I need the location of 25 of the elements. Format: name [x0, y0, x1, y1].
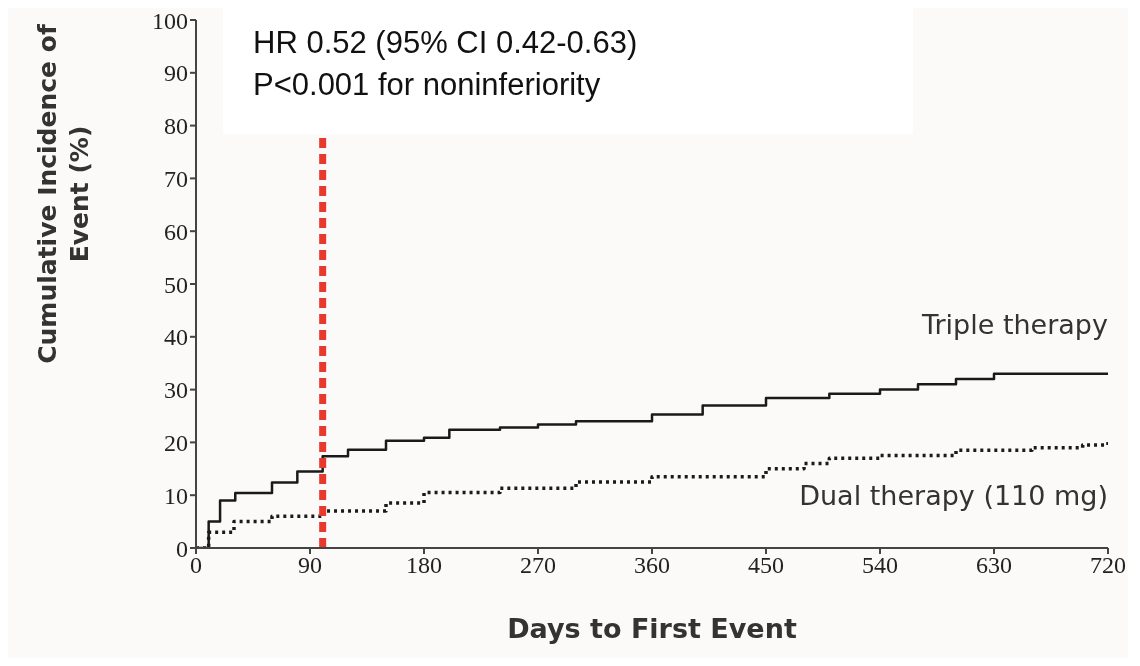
- y-tick-label: 90: [164, 60, 188, 87]
- y-tick-label: 10: [164, 482, 188, 509]
- y-tick-label: 50: [164, 271, 188, 298]
- annotation: P<0.001 for noninferiority: [253, 66, 602, 104]
- x-tick-label: 180: [406, 552, 442, 579]
- series-label: Dual therapy (110 mg): [799, 479, 1108, 511]
- x-tick-label: 630: [976, 552, 1012, 579]
- x-tick-label: 450: [748, 552, 784, 579]
- series-label: Triple therapy: [920, 308, 1109, 340]
- y-tick-label: 20: [164, 429, 188, 456]
- y-axis-title: Cumulative Incidence of Event (%): [33, 23, 94, 364]
- y-tick-label: 70: [164, 165, 188, 192]
- y-tick-label: 60: [164, 218, 188, 245]
- y-tick-label: 30: [164, 377, 188, 404]
- x-tick-label: 90: [298, 552, 322, 579]
- y-tick-label: 100: [152, 7, 188, 34]
- y-tick-label: 80: [164, 113, 188, 140]
- x-tick-label: 720: [1090, 552, 1126, 579]
- x-tick-label: 270: [520, 552, 556, 579]
- x-tick-label: 540: [862, 552, 898, 579]
- y-tick-label: 40: [164, 324, 188, 351]
- x-axis-title: Days to First Event: [507, 613, 797, 644]
- x-tick-label: 360: [634, 552, 670, 579]
- y-tick-label: 0: [176, 535, 188, 562]
- annotation: HR 0.52 (95% CI 0.42-0.63): [253, 24, 639, 62]
